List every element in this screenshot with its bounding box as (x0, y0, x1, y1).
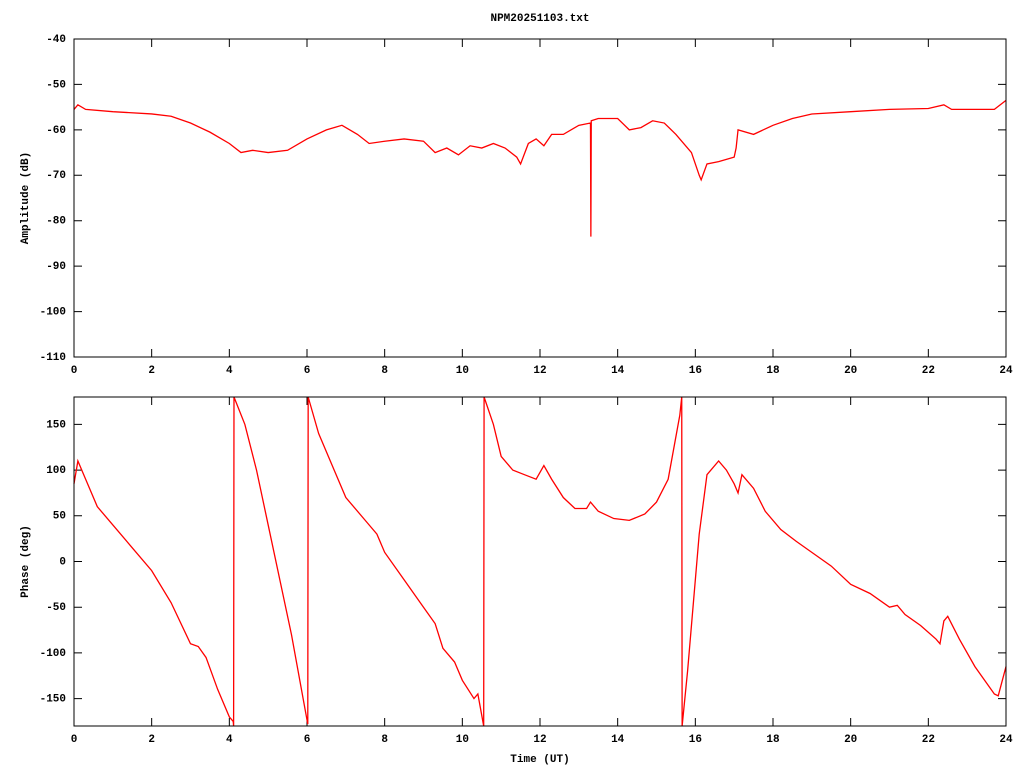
y-tick-label: 50 (53, 511, 66, 523)
plot-border (73, 38, 1007, 358)
x-tick-label: 0 (71, 734, 78, 746)
x-tick-label: 12 (533, 365, 546, 377)
x-tick-label: 20 (844, 734, 857, 746)
x-tick-label: 16 (689, 365, 702, 377)
y-tick-label: -60 (46, 125, 66, 137)
x-tick-label: 8 (381, 365, 388, 377)
y-tick-label: -50 (46, 79, 66, 91)
x-tick-label: 14 (611, 734, 625, 746)
y-tick-label: -150 (40, 693, 66, 705)
y-tick-label: -100 (40, 648, 66, 660)
y-tick-label: -40 (46, 34, 66, 46)
x-tick-label: 4 (226, 365, 233, 377)
x-tick-label: 6 (304, 734, 311, 746)
y-tick-label: 0 (59, 556, 66, 568)
x-tick-label: 2 (148, 734, 155, 746)
x-tick-label: 0 (71, 365, 78, 377)
y-tick-label: -110 (40, 352, 66, 364)
y-tick-label: -90 (46, 261, 66, 273)
y-tick-label: -70 (46, 170, 66, 182)
y-tick-label: -80 (46, 216, 66, 228)
y-tick-label: 150 (46, 419, 66, 431)
y-tick-label: -100 (40, 306, 66, 318)
y-tick-label: -50 (46, 602, 66, 614)
x-tick-label: 2 (148, 365, 155, 377)
x-tick-label: 20 (844, 365, 857, 377)
chart-title: NPM20251103.txt (490, 13, 589, 25)
x-tick-label: 6 (304, 365, 311, 377)
x-tick-label: 18 (766, 734, 780, 746)
x-tick-label: 10 (456, 734, 469, 746)
x-tick-label: 24 (999, 734, 1013, 746)
x-tick-label: 22 (922, 734, 935, 746)
data-line (73, 99, 1007, 237)
x-tick-label: 24 (999, 365, 1013, 377)
x-tick-label: 18 (766, 365, 780, 377)
x-tick-label: 12 (533, 734, 546, 746)
y-tick-label: 100 (46, 465, 66, 477)
y-axis-label: Phase (deg) (20, 525, 32, 598)
plot-border (73, 396, 1007, 727)
x-tick-label: 10 (456, 365, 469, 377)
x-tick-label: 14 (611, 365, 625, 377)
x-tick-label: 16 (689, 734, 702, 746)
x-axis-label: Time (UT) (510, 754, 569, 766)
x-tick-label: 4 (226, 734, 233, 746)
data-line (73, 396, 1007, 727)
x-tick-label: 8 (381, 734, 388, 746)
x-tick-label: 22 (922, 365, 935, 377)
y-axis-label: Amplitude (dB) (20, 152, 32, 244)
